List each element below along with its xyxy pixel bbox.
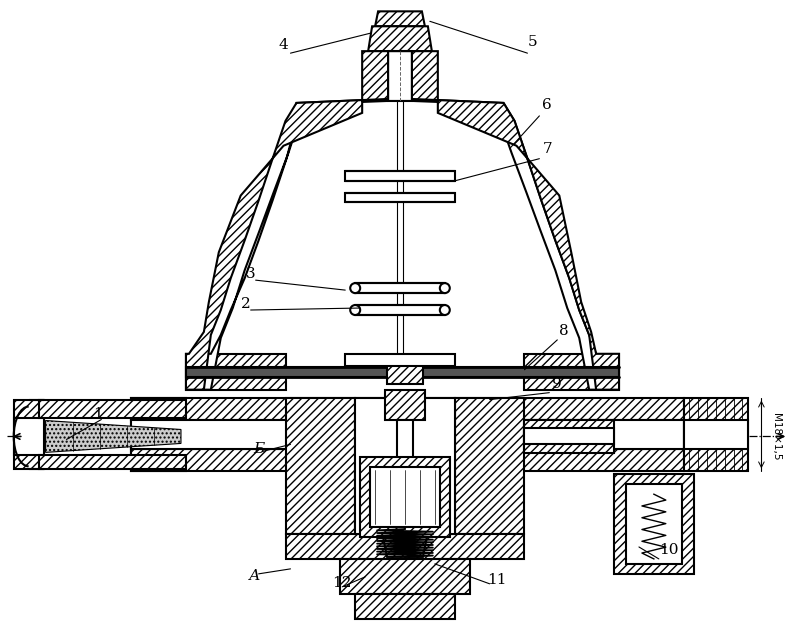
Polygon shape xyxy=(14,399,43,469)
Polygon shape xyxy=(286,534,525,559)
Text: 10: 10 xyxy=(659,543,678,557)
Bar xyxy=(525,428,614,445)
Bar xyxy=(684,420,749,450)
Circle shape xyxy=(440,283,450,293)
Polygon shape xyxy=(454,398,525,534)
Polygon shape xyxy=(375,11,425,26)
Text: 4: 4 xyxy=(278,38,288,52)
Polygon shape xyxy=(131,398,186,471)
Circle shape xyxy=(350,305,360,315)
Text: 3: 3 xyxy=(246,267,255,281)
Bar xyxy=(346,171,454,181)
Text: А: А xyxy=(249,569,260,583)
Text: 12: 12 xyxy=(332,576,352,590)
Bar xyxy=(397,101,403,372)
Polygon shape xyxy=(383,537,427,557)
Polygon shape xyxy=(38,455,186,469)
Bar xyxy=(186,367,619,377)
Polygon shape xyxy=(186,354,286,389)
Bar xyxy=(370,467,440,527)
Polygon shape xyxy=(286,398,355,534)
Bar xyxy=(355,283,445,293)
Polygon shape xyxy=(186,51,388,389)
Text: 1: 1 xyxy=(94,406,103,421)
Bar xyxy=(626,484,682,564)
Bar xyxy=(14,418,43,455)
Text: M18×1,5: M18×1,5 xyxy=(771,413,782,460)
Polygon shape xyxy=(412,51,619,389)
Text: 7: 7 xyxy=(542,142,552,156)
Polygon shape xyxy=(131,450,684,471)
Bar xyxy=(346,354,454,365)
Circle shape xyxy=(350,283,360,293)
Text: 8: 8 xyxy=(559,324,569,338)
Text: 2: 2 xyxy=(241,297,250,311)
Bar xyxy=(614,474,694,574)
Bar xyxy=(346,193,454,202)
Bar xyxy=(355,398,454,534)
Polygon shape xyxy=(525,420,614,453)
Polygon shape xyxy=(204,51,596,389)
Text: 9: 9 xyxy=(552,377,562,391)
Polygon shape xyxy=(131,398,684,420)
Polygon shape xyxy=(46,421,181,452)
Bar xyxy=(340,559,470,593)
Polygon shape xyxy=(525,354,619,389)
Bar xyxy=(131,420,684,450)
Bar xyxy=(360,457,450,537)
Text: 6: 6 xyxy=(542,98,552,112)
Polygon shape xyxy=(368,26,432,51)
Bar xyxy=(385,389,425,420)
Circle shape xyxy=(440,305,450,315)
Polygon shape xyxy=(684,398,749,471)
Bar xyxy=(387,360,423,384)
Text: Б: Б xyxy=(254,442,265,457)
Bar xyxy=(355,593,454,619)
Bar xyxy=(397,420,413,499)
Polygon shape xyxy=(38,399,186,418)
Text: 11: 11 xyxy=(488,573,507,587)
Bar xyxy=(355,305,445,315)
Text: 5: 5 xyxy=(527,35,537,49)
Bar xyxy=(388,51,412,101)
